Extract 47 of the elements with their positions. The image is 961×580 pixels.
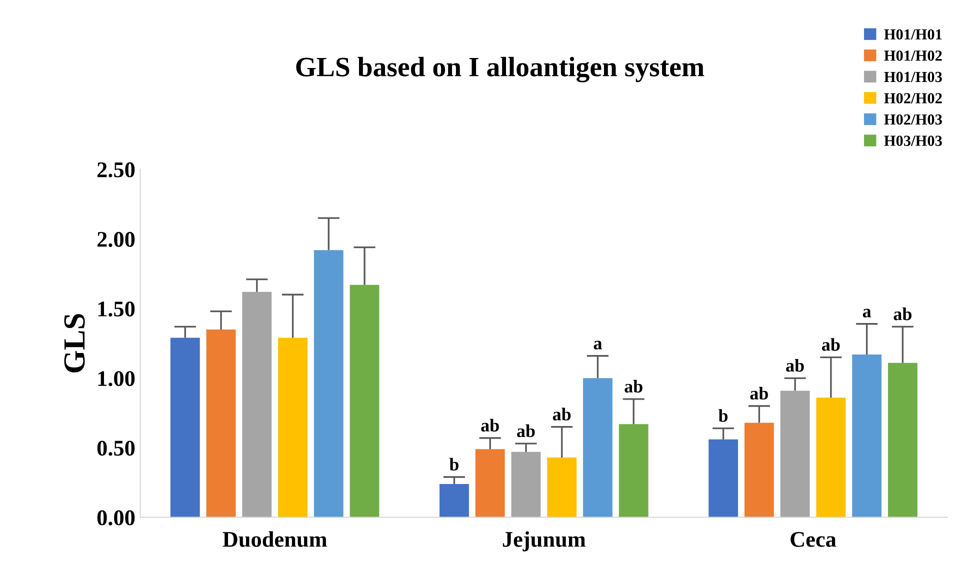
data-label: ab: [822, 338, 840, 351]
bar: [278, 338, 308, 518]
y-tick-label: 0.50: [97, 440, 135, 456]
bar: [440, 484, 469, 518]
bar: [511, 452, 541, 518]
bar: [888, 362, 918, 518]
bar: [475, 449, 505, 518]
data-label: a: [862, 308, 872, 318]
y-tick-label: 0.00: [97, 510, 135, 526]
legend-label: H01/H02: [884, 50, 942, 61]
data-label: b: [449, 458, 459, 471]
bar: [744, 422, 774, 518]
data-label: ab: [750, 386, 768, 400]
y-axis-title: GLS: [64, 314, 85, 372]
bar: [816, 398, 846, 518]
bar: [350, 284, 380, 518]
data-label: b: [718, 409, 728, 422]
data-label: ab: [624, 380, 642, 393]
legend-label: H02/H02: [884, 93, 942, 104]
data-label: ab: [517, 424, 535, 438]
bar: [547, 458, 577, 518]
bar: [170, 338, 200, 518]
bar: [314, 250, 344, 518]
bar: [618, 424, 648, 518]
bar: [708, 439, 738, 518]
data-label: ab: [894, 308, 912, 320]
legend-label: H02/H03: [884, 114, 942, 125]
data-label: ab: [786, 359, 804, 372]
data-label: ab: [552, 408, 571, 420]
data-label: a: [594, 340, 602, 350]
bar: [852, 354, 882, 518]
chart-title: GLS based on I alloantigen system: [296, 56, 704, 82]
y-tick-label: 1.50: [98, 301, 135, 317]
y-tick-label: 1.00: [98, 371, 135, 386]
x-tick-label: Ceca: [790, 532, 836, 547]
y-tick-label: 2.00: [97, 232, 135, 247]
bar: [583, 378, 612, 518]
bar: [206, 329, 236, 518]
bar: [242, 292, 272, 518]
legend-label: H01/H03: [884, 72, 942, 82]
x-tick-label: Jejunum: [502, 531, 586, 552]
legend-label: H03/H03: [884, 136, 942, 146]
bar: [780, 390, 810, 518]
data-label: ab: [481, 418, 499, 432]
legend-label: H01/H01: [884, 29, 942, 40]
x-tick-label: Duodenum: [222, 531, 327, 547]
y-tick-label: 2.50: [97, 162, 135, 178]
